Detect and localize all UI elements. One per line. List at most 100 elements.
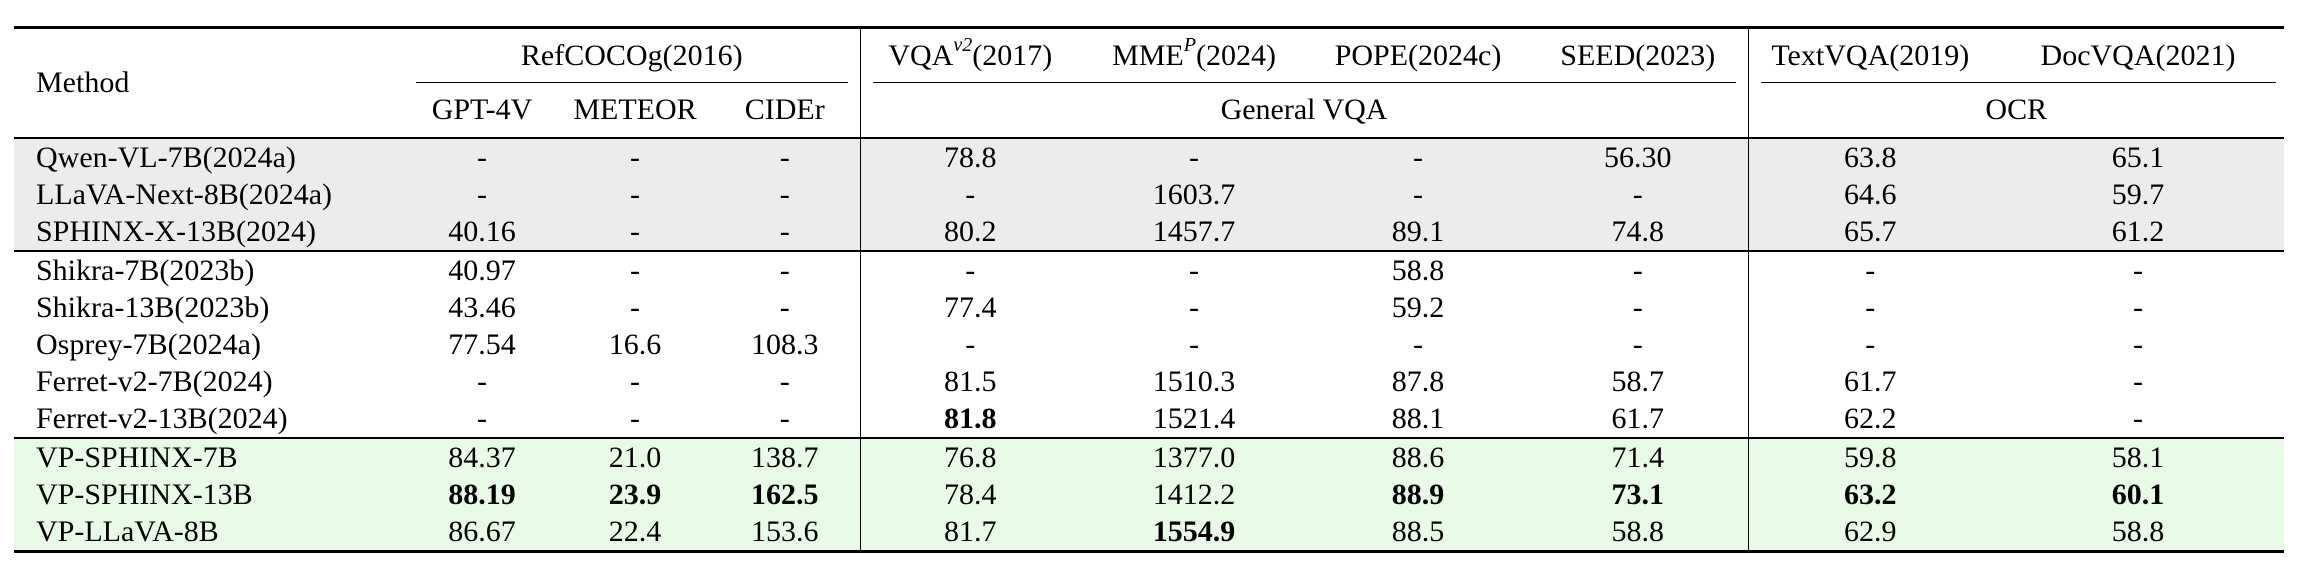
value-cell: 138.7 — [710, 437, 861, 476]
value-cell: - — [710, 213, 861, 251]
value-cell: - — [1080, 137, 1309, 176]
value-cell: 78.8 — [859, 137, 1081, 176]
value-cell: 63.2 — [1747, 476, 1993, 513]
value-cell: - — [560, 213, 710, 251]
value-cell: 22.4 — [560, 513, 710, 553]
value-text: - — [630, 215, 640, 248]
value-text: 1377.0 — [1152, 441, 1236, 474]
value-cell: - — [560, 289, 710, 326]
value-text: 21.0 — [608, 441, 662, 474]
value-text: 43.46 — [448, 291, 516, 324]
value-cell: - — [1747, 326, 1993, 363]
value-text: 58.8 — [1391, 254, 1445, 287]
value-text: 22.4 — [608, 515, 662, 548]
table-row: Osprey-7B(2024a) 77.54 16.6 108.3 - - - - - - — [14, 326, 2284, 363]
table-row: Qwen-VL-7B(2024a) - - - 78.8 - - 56.30 63.8 65.1 — [14, 137, 2285, 176]
value-cell: 59.2 — [1308, 289, 1528, 326]
value-text: - — [1632, 254, 1643, 287]
refcocog-underline — [416, 81, 848, 83]
value-text: 71.4 — [1611, 441, 1665, 474]
value-cell: 65.7 — [1747, 213, 1993, 251]
mme-header: MMEP(2024) — [1080, 28, 1309, 83]
value-cell: 63.8 — [1747, 137, 1993, 176]
value-cell: 1412.2 — [1080, 476, 1309, 513]
value-cell: - — [560, 176, 710, 213]
table-row: VP-SPHINX-7B 84.37 21.0 138.7 76.8 1377.0 88.6… — [14, 437, 2285, 476]
method-header: Method — [36, 66, 130, 99]
value-cell: 86.67 — [404, 513, 560, 553]
value-cell: 23.9 — [560, 476, 710, 513]
value-cell: - — [1747, 250, 1993, 289]
value-text: - — [630, 291, 640, 324]
value-text: 62.9 — [1844, 515, 1897, 548]
value-cell: - — [404, 363, 560, 400]
value-cell: 56.30 — [1528, 137, 1749, 176]
table-row: VP-LLaVA-8B 86.67 22.4 153.6 81.7 1554.9 88.5 5… — [14, 513, 2285, 553]
table-row: VP-SPHINX-13B 88.19 23.9 162.5 78.4 1412.2 88.… — [14, 476, 2285, 513]
value-cell: 88.9 — [1308, 476, 1529, 513]
value-cell: 1377.0 — [1080, 437, 1309, 476]
value-cell: - — [1308, 176, 1529, 213]
header-row-2: GPT-4V METEOR CIDEr General VQA OCR — [14, 83, 2285, 138]
value-cell: 40.16 — [404, 213, 560, 251]
value-text: 88.19 — [448, 478, 516, 511]
value-text: 81.5 — [944, 365, 997, 398]
value-cell: - — [1528, 326, 1748, 363]
value-cell: 58.7 — [1528, 363, 1748, 400]
value-cell: - — [1308, 137, 1529, 176]
value-cell: 71.4 — [1528, 437, 1749, 476]
pope-label: POPE(2024c) — [1334, 39, 1502, 72]
value-text: 61.7 — [1844, 365, 1897, 398]
value-text: - — [630, 254, 640, 287]
method-cell: VP-SPHINX-13B — [14, 476, 404, 513]
value-text: 63.8 — [1844, 141, 1897, 174]
mme-label: MMEP(2024) — [1112, 34, 1276, 72]
value-text: - — [1413, 141, 1424, 174]
value-text: - — [1189, 141, 1200, 174]
value-text: - — [1189, 291, 1200, 324]
value-cell: 162.5 — [710, 476, 861, 513]
value-cell: 58.8 — [1528, 513, 1749, 553]
value-text: 16.6 — [608, 328, 662, 361]
value-cell: - — [1747, 289, 1993, 326]
table-row: Shikra-7B(2023b) 40.97 - - - - 58.8 - - - — [14, 250, 2285, 289]
value-text: - — [2133, 365, 2144, 398]
table-row: Ferret-v2-13B(2024) - - - 81.8 1521.4 88.1 61.7… — [14, 400, 2284, 438]
value-text: - — [779, 291, 790, 324]
table-row: Shikra-13B(2023b) 43.46 - - 77.4 - 59.2 - - - — [14, 289, 2284, 326]
method-cell: Shikra-13B(2023b) — [36, 291, 270, 324]
value-cell: 74.8 — [1528, 213, 1749, 251]
vqa-label: VQAv2(2017) — [888, 34, 1053, 72]
value-cell: 76.8 — [859, 437, 1081, 476]
value-cell: 1554.9 — [1080, 513, 1309, 553]
value-cell: - — [1528, 289, 1748, 326]
value-text: - — [779, 141, 790, 174]
refcocog-header: RefCOCOg(2016) — [404, 28, 860, 83]
value-cell: - — [560, 250, 710, 289]
value-cell: - — [710, 289, 860, 326]
method-cell: Ferret-v2-7B(2024) — [36, 365, 273, 398]
gpt4v-header: GPT-4V — [431, 93, 533, 126]
value-text: 1510.3 — [1152, 365, 1236, 398]
value-cell: - — [710, 176, 861, 213]
value-cell: 61.2 — [1992, 213, 2285, 251]
seed-header: SEED(2023) — [1528, 28, 1748, 83]
value-text: 56.30 — [1604, 141, 1672, 174]
table-row: LLaVA-Next-8B(2024a) - - - - 1603.7 - - 64.6 59.7 — [14, 176, 2285, 213]
value-cell: - — [1992, 363, 2284, 400]
value-cell: 89.1 — [1308, 213, 1529, 251]
table-row: SPHINX-X-13B(2024) 40.16 - - 80.2 1457.7 89.1 7… — [14, 213, 2285, 251]
value-text: - — [965, 328, 976, 361]
value-cell: 62.9 — [1747, 513, 1993, 553]
table-body: Qwen-VL-7B(2024a) - - -78.8- -56.30 63.8 65.1 L… — [14, 137, 2285, 553]
value-text: 63.2 — [1844, 478, 1897, 511]
value-text: 89.1 — [1391, 215, 1445, 248]
value-text: - — [1413, 328, 1424, 361]
value-cell: 81.7 — [859, 513, 1081, 553]
value-cell: - — [404, 400, 560, 438]
value-text: 73.1 — [1611, 478, 1665, 511]
value-text: - — [779, 365, 790, 398]
value-text: - — [965, 178, 976, 211]
method-cell: LLaVA-Next-8B(2024a) — [14, 176, 404, 213]
textvqa-header: TextVQA(2019) — [1747, 27, 1993, 83]
